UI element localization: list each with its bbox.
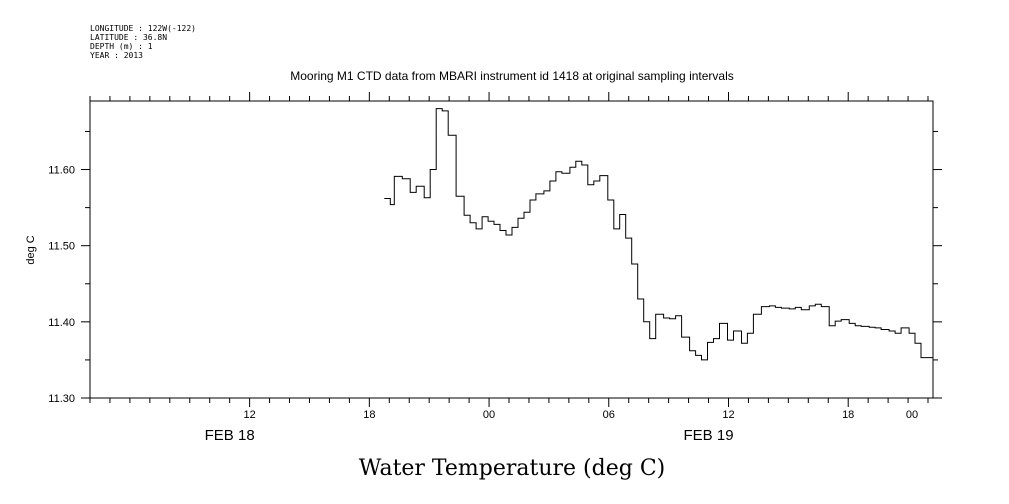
water-temperature-line — [384, 108, 933, 361]
x-tick-label: 00 — [906, 409, 918, 421]
meta-year: YEAR : 2013 — [90, 51, 143, 60]
x-tick-label: 12 — [722, 409, 734, 421]
bottom-title: Water Temperature (deg C) — [359, 456, 666, 481]
date-label: FEB 19 — [684, 427, 734, 444]
y-axis-label: deg C — [25, 235, 37, 264]
x-axis-ticks — [89, 92, 929, 407]
meta-depth: DEPTH (m) : 1 — [90, 42, 153, 51]
x-tick-label: 18 — [363, 409, 375, 421]
plot-frame — [89, 100, 934, 399]
y-axis-ticks: 11.30 11.40 11.50 11.60 — [48, 130, 942, 405]
x-axis-tick-labels: 12 18 00 06 12 18 00 — [243, 409, 918, 421]
date-labels: FEB 18 FEB 19 — [205, 427, 734, 444]
meta-latitude: LATITUDE : 36.8N — [90, 33, 167, 42]
y-tick-label: 11.30 — [48, 393, 75, 405]
y-tick-label: 11.50 — [48, 241, 75, 253]
date-label: FEB 18 — [205, 427, 255, 444]
metadata-block: LONGITUDE : 122W(-122) LATITUDE : 36.8N … — [90, 24, 196, 60]
y-tick-label: 11.40 — [48, 317, 75, 329]
x-tick-label: 18 — [842, 409, 854, 421]
x-tick-label: 00 — [483, 409, 495, 421]
meta-longitude: LONGITUDE : 122W(-122) — [90, 24, 196, 33]
x-tick-label: 06 — [603, 409, 615, 421]
y-tick-label: 11.60 — [48, 165, 75, 177]
x-tick-label: 12 — [243, 409, 255, 421]
chart-title: Mooring M1 CTD data from MBARI instrumen… — [290, 69, 734, 83]
